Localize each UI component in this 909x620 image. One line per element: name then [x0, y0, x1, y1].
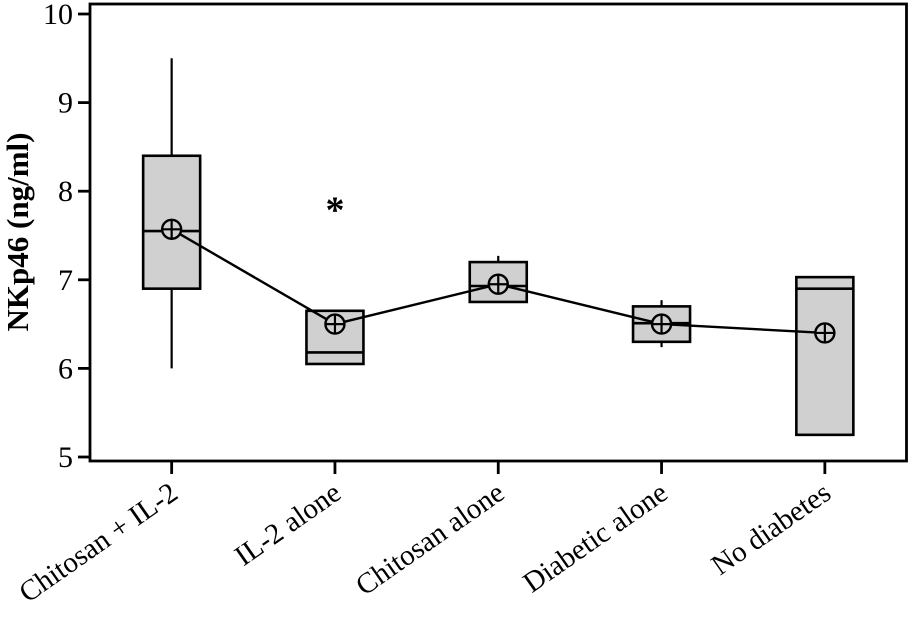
significance-asterisk: *	[325, 189, 344, 231]
y-tick-label: 7	[58, 264, 73, 297]
x-tick-label: Chitosan alone	[350, 477, 510, 603]
plot-frame	[88, 2, 908, 463]
y-tick-label: 6	[58, 352, 73, 385]
y-tick-label: 9	[58, 87, 73, 120]
x-tick-label: IL-2 alone	[229, 477, 347, 573]
mean-marker	[160, 218, 183, 240]
mean-marker	[650, 313, 673, 335]
mean-marker	[814, 322, 836, 344]
box	[795, 275, 855, 437]
y-tick-label: 5	[58, 441, 73, 474]
x-tick-label: No diabetes	[706, 477, 837, 582]
y-axis-title: NKp46 (ng/ml)	[0, 133, 35, 332]
mean-marker	[487, 273, 509, 295]
mean-marker	[324, 313, 346, 335]
x-tick-label: Chitosan + IL-2	[13, 477, 183, 610]
x-tick-label: Diabetic alone	[517, 477, 673, 600]
y-tick-label: 8	[58, 175, 73, 208]
y-tick-label: 10	[43, 0, 73, 31]
